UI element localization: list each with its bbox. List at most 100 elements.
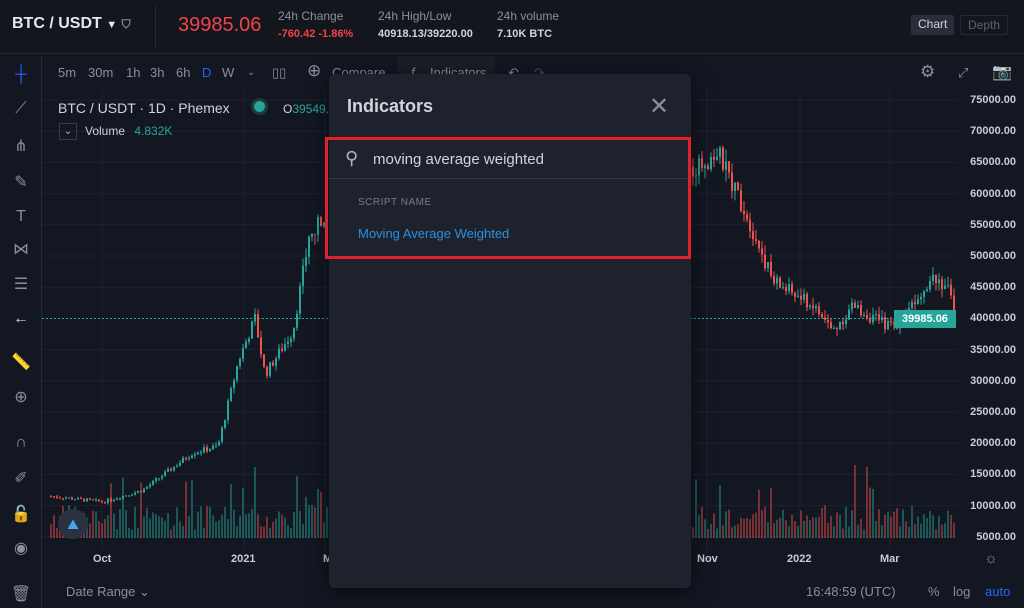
volume-bar xyxy=(263,526,265,538)
volume-bar xyxy=(740,517,742,538)
chevron-down-icon[interactable]: ⌄ xyxy=(247,67,256,78)
interval-5m[interactable]: 5m xyxy=(58,65,77,80)
candle-body xyxy=(188,458,190,460)
prediction-icon[interactable]: ☰ xyxy=(13,276,29,293)
plus-circle-icon[interactable]: ⊕ xyxy=(307,61,322,80)
candle-body xyxy=(692,166,694,177)
unlock-icon[interactable]: 🔓 xyxy=(11,506,31,523)
magnet-icon[interactable]: ∩ xyxy=(15,434,27,451)
pattern-icon[interactable]: ⋈ xyxy=(13,241,29,258)
candle-body xyxy=(92,499,94,501)
search-input[interactable]: moving average weighted xyxy=(373,151,544,168)
price-label: 65000.00 xyxy=(970,156,1016,169)
price-label: 20000.00 xyxy=(970,437,1016,450)
volume-bar xyxy=(710,523,712,538)
volume-bar xyxy=(152,512,154,538)
volume-bar xyxy=(317,488,319,538)
result-item[interactable]: Moving Average Weighted xyxy=(358,226,510,241)
volume-bar xyxy=(143,516,145,538)
percent-toggle[interactable]: % xyxy=(928,584,940,599)
volume-bar xyxy=(218,520,220,538)
volume-bar xyxy=(233,509,235,538)
candle-body xyxy=(866,315,868,319)
price-axis[interactable]: 75000.00 70000.00 65000.00 60000.00 55000.00… xyxy=(958,90,1024,550)
volume-bar xyxy=(254,467,256,538)
divider xyxy=(155,6,156,48)
volume-bar xyxy=(914,524,916,538)
volume-bar xyxy=(212,515,214,538)
time-label: M xyxy=(323,553,333,565)
undo-icon[interactable]: ↶ xyxy=(508,65,519,80)
interval-6h[interactable]: 6h xyxy=(176,65,191,80)
volume-bar xyxy=(275,518,277,538)
redo-icon[interactable]: ↷ xyxy=(534,65,545,80)
candle-type-icon[interactable]: ▯▯ xyxy=(272,65,287,80)
volume-bar xyxy=(248,513,250,538)
volume-bar xyxy=(200,506,202,538)
auto-toggle[interactable]: auto xyxy=(985,584,1011,599)
last-price: 39985.06 xyxy=(178,14,262,36)
candle-body xyxy=(281,348,283,351)
candle-body xyxy=(881,317,883,321)
camera-icon[interactable]: 📷 xyxy=(992,64,1012,81)
eye-icon[interactable]: ◉ xyxy=(14,540,28,557)
volume-bar xyxy=(278,511,280,538)
text-icon[interactable]: T xyxy=(16,208,26,225)
candle-body xyxy=(308,236,310,257)
interval-w[interactable]: W xyxy=(222,65,235,80)
pitchfork-icon[interactable]: ⋔ xyxy=(14,138,28,155)
candle-body xyxy=(752,231,754,240)
volume-bar xyxy=(872,488,874,538)
zoom-in-icon[interactable]: ⊕ xyxy=(14,389,28,406)
lock-drawing-icon[interactable]: ✐ xyxy=(14,470,28,487)
candle-body xyxy=(875,314,877,316)
arrow-left-icon[interactable]: ← xyxy=(13,310,29,327)
log-toggle[interactable]: log xyxy=(953,584,971,599)
close-icon[interactable]: ✕ xyxy=(649,93,670,120)
change-label: 24h Change xyxy=(278,9,344,23)
volume-bar xyxy=(824,505,826,538)
axis-settings-icon[interactable]: ☼ xyxy=(984,550,998,567)
volume-bar xyxy=(761,509,763,538)
fullscreen-icon[interactable]: ⤢ xyxy=(958,65,969,80)
trend-line-icon[interactable]: ⟋ xyxy=(15,100,27,117)
candle-body xyxy=(797,295,799,297)
bottom-bar: Date Range ⌄ 16:48:59 (UTC) % log auto xyxy=(42,576,1024,608)
brush-icon[interactable]: ✎ xyxy=(14,174,28,191)
trash-icon[interactable]: 🗑 xyxy=(10,586,32,603)
crosshair-icon[interactable]: ┼ xyxy=(15,66,27,83)
candle-body xyxy=(821,314,823,318)
symbol-selector[interactable]: BTC / USDT ▼ ⛉ xyxy=(12,15,131,33)
volume-bar xyxy=(857,524,859,538)
volume-bar xyxy=(755,512,757,538)
volume-bar xyxy=(773,523,775,538)
volume-bar xyxy=(134,506,136,538)
candle-body xyxy=(224,419,226,428)
candle-body xyxy=(68,497,70,499)
candle-body xyxy=(86,498,88,502)
candle-body xyxy=(929,280,931,290)
tab-chart[interactable]: Chart xyxy=(911,15,955,35)
info-icon[interactable]: ⛉ xyxy=(121,17,131,31)
interval-3h[interactable]: 3h xyxy=(150,65,165,80)
volume-bar xyxy=(323,522,325,538)
volume-bar xyxy=(926,518,928,538)
interval-d[interactable]: D xyxy=(202,65,212,80)
candle-body xyxy=(317,217,319,235)
candle-body xyxy=(227,400,229,420)
candle-body xyxy=(695,175,697,177)
volume-bar xyxy=(860,518,862,538)
settings-icon[interactable]: ⚙ xyxy=(920,62,936,81)
candle-body xyxy=(122,495,124,499)
open-value: O39549. xyxy=(283,102,329,116)
volume-bar xyxy=(842,528,844,538)
ruler-icon[interactable]: 📏 xyxy=(11,354,31,371)
tab-depth[interactable]: Depth xyxy=(960,15,1009,35)
collapse-legend-button[interactable]: ⌄ xyxy=(59,123,77,140)
interval-1h[interactable]: 1h xyxy=(126,65,141,80)
volume-bar xyxy=(896,508,898,538)
candle-body xyxy=(269,362,271,376)
date-range-button[interactable]: Date Range ⌄ xyxy=(66,584,150,599)
interval-30m[interactable]: 30m xyxy=(88,65,114,80)
candle-body xyxy=(128,495,130,497)
